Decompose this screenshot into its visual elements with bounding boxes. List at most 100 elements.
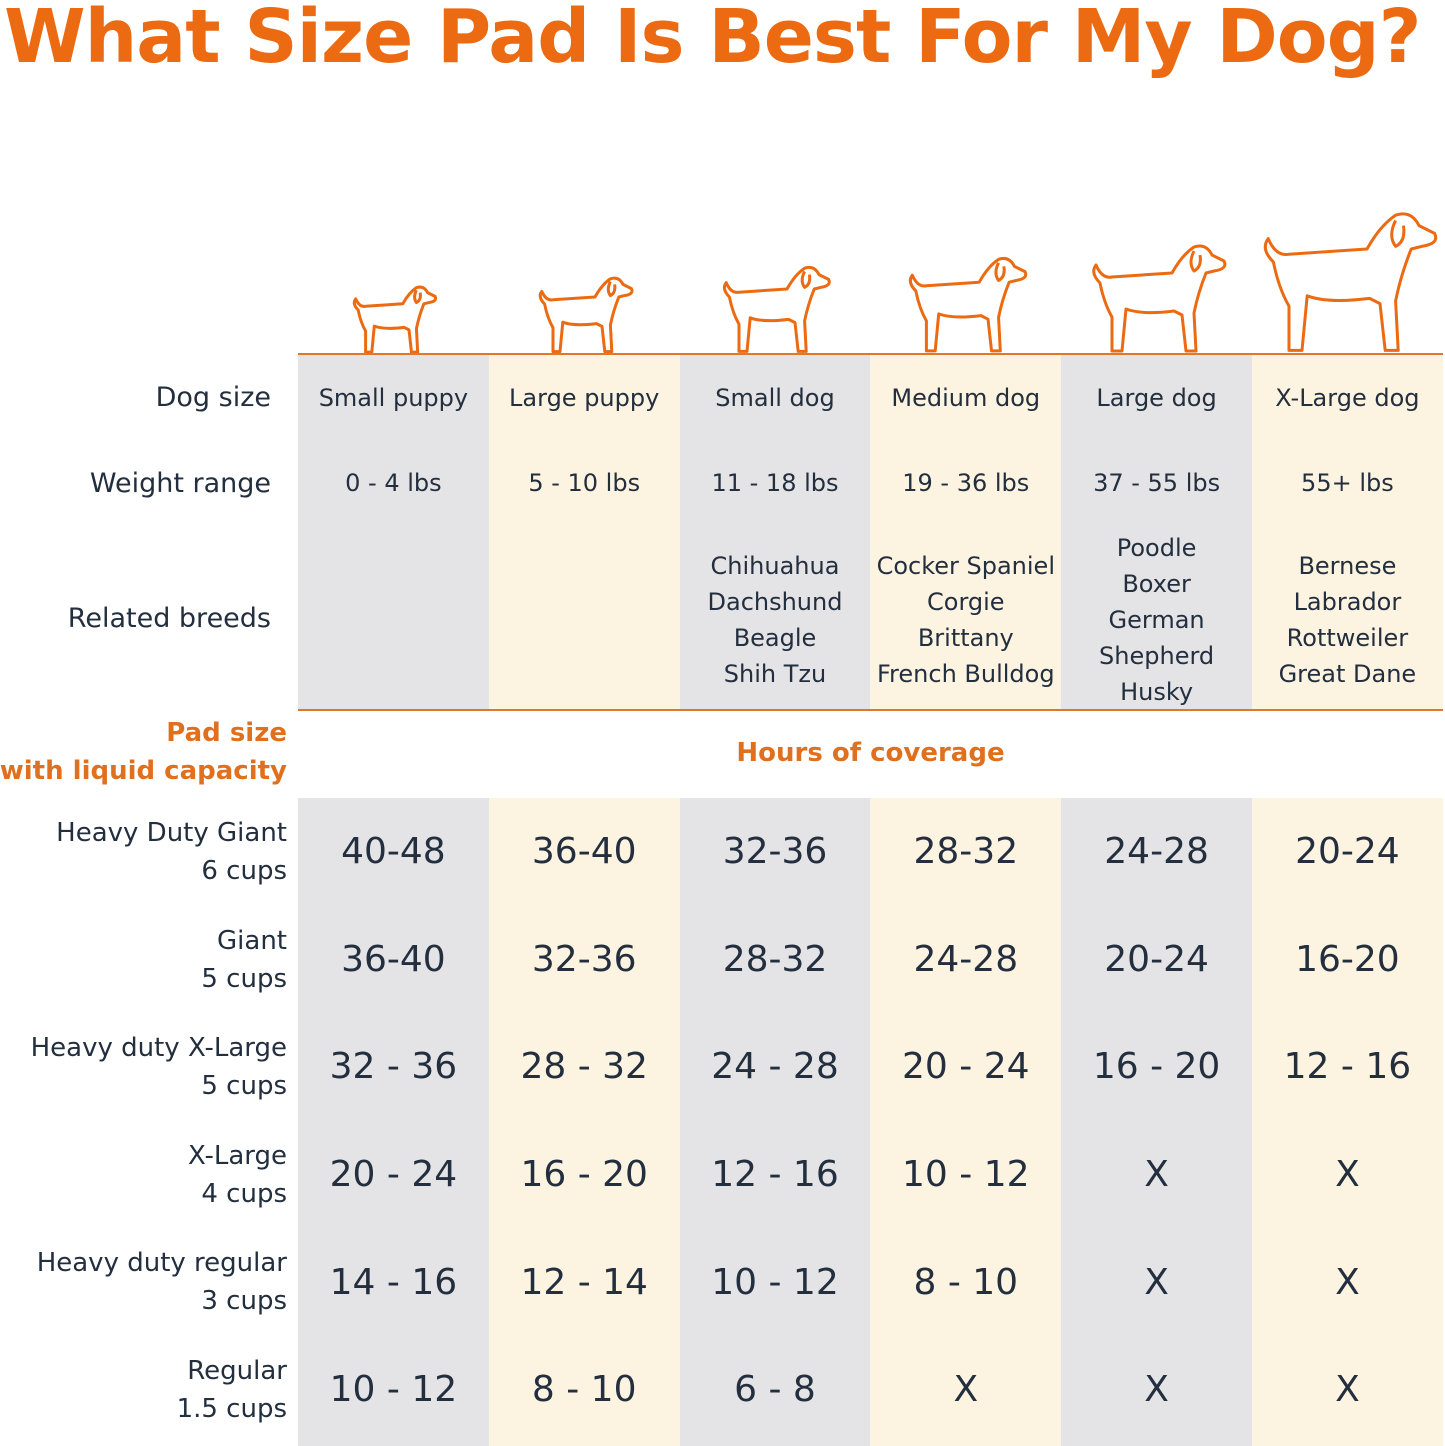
- breed-name: German: [1108, 606, 1205, 634]
- coverage-value: 20-24: [1104, 938, 1209, 980]
- divider-line: [298, 709, 1443, 711]
- column-background: [1061, 355, 1253, 710]
- medium-dog-icon: [908, 257, 1028, 353]
- pad-capacity: 1.5 cups: [176, 1394, 287, 1424]
- breed-name: Dachshund: [707, 588, 843, 616]
- coverage-value: 10 - 12: [902, 1154, 1030, 1196]
- weight-range-cell: 19 - 36 lbs: [902, 469, 1030, 497]
- breed-name: Shepherd: [1099, 642, 1215, 670]
- column-background: [298, 355, 490, 710]
- coverage-value: 12 - 16: [1283, 1046, 1412, 1088]
- divider-line: [298, 353, 1443, 355]
- coverage-value: 10 - 12: [329, 1369, 458, 1411]
- column-background: [1252, 798, 1444, 1446]
- related-breeds-cell: Chihuahua Dachshund Beagle Shih Tzu: [680, 530, 871, 710]
- breed-name: Shih Tzu: [723, 660, 827, 688]
- dog-size-cell: X-Large dog: [1275, 384, 1420, 412]
- coverage-value: 28-32: [913, 831, 1019, 873]
- breed-name: Labrador: [1293, 588, 1402, 616]
- pad-size-header: Pad size: [166, 718, 287, 748]
- related-breeds-cell: Bernese Labrador Rottweiler Great Dane: [1252, 530, 1443, 710]
- coverage-value: 6 - 8: [734, 1369, 816, 1411]
- coverage-value: 14 - 16: [329, 1261, 458, 1303]
- large-puppy-icon: [538, 276, 634, 353]
- breed-name: Chihuahua: [710, 552, 840, 580]
- column-background: [679, 355, 871, 710]
- coverage-value: 20 - 24: [902, 1046, 1030, 1088]
- pad-size-name: X-Large: [187, 1140, 287, 1171]
- column-background: [679, 798, 871, 1446]
- pad-size-name: Giant: [217, 925, 287, 956]
- related-breeds-cell: Poodle Boxer German Shepherd Husky: [1061, 530, 1252, 710]
- breed-name: Cocker Spaniel: [876, 552, 1055, 580]
- breed-name: Rottweiler: [1286, 624, 1409, 652]
- pad-size-name: Heavy duty X-Large: [30, 1033, 287, 1064]
- breed-name: Poodle: [1116, 534, 1197, 562]
- coverage-value: 10 - 12: [711, 1261, 839, 1303]
- coverage-value: 36-40: [341, 938, 446, 980]
- coverage-value: 32-36: [531, 938, 637, 980]
- pad-capacity: 5 cups: [201, 963, 287, 994]
- breed-name: Great Dane: [1278, 660, 1417, 688]
- related-breeds-cell: Cocker Spaniel Corgie Brittany French Bulld…: [870, 530, 1061, 710]
- hours-of-coverage-header: Hours of coverage: [736, 738, 1005, 768]
- coverage-value: X: [1144, 1261, 1169, 1303]
- breed-name: Beagle: [733, 624, 817, 652]
- pad-capacity: 5 cups: [201, 1071, 287, 1102]
- column-background: [488, 798, 681, 1446]
- coverage-value: X: [953, 1369, 979, 1411]
- small-puppy-icon: [352, 285, 437, 353]
- coverage-value: 24-28: [913, 938, 1019, 980]
- dog-size-cell: Large puppy: [509, 384, 660, 412]
- coverage-value: 36-40: [531, 831, 637, 873]
- breed-name: Boxer: [1122, 570, 1191, 598]
- large-dog-icon: [1091, 244, 1226, 353]
- weight-range-cell: 5 - 10 lbs: [528, 469, 641, 497]
- coverage-value: 28-32: [722, 938, 828, 980]
- weight-range-cell: 11 - 18 lbs: [711, 469, 839, 497]
- pad-size-header-capacity: with liquid capacity: [0, 756, 287, 786]
- dog-size-cell: Small dog: [715, 384, 835, 412]
- coverage-value: 16-20: [1295, 938, 1400, 980]
- pad-size-name: Heavy Duty Giant: [56, 818, 287, 848]
- breed-name: Bernese: [1298, 552, 1397, 580]
- coverage-value: 16 - 20: [520, 1154, 648, 1196]
- column-background: [1061, 798, 1253, 1446]
- column-background: [870, 355, 1062, 710]
- coverage-value: 12 - 16: [711, 1154, 839, 1196]
- weight-range-cell: 37 - 55 lbs: [1093, 469, 1221, 497]
- pad-capacity: 3 cups: [201, 1286, 287, 1317]
- pad-size-name: Regular: [187, 1356, 287, 1386]
- dog-size-cell: Small puppy: [318, 384, 469, 412]
- small-dog-icon: [722, 265, 831, 353]
- column-background: [870, 798, 1062, 1446]
- row-label-weight-range: Weight range: [89, 468, 271, 499]
- coverage-value: X: [1335, 1261, 1360, 1303]
- pad-size-name: Heavy duty regular: [36, 1248, 287, 1279]
- coverage-value: X: [1144, 1154, 1169, 1196]
- coverage-value: 8 - 10: [531, 1369, 637, 1411]
- coverage-value: 12 - 14: [520, 1261, 648, 1303]
- column-background: [298, 798, 490, 1446]
- coverage-value: 28 - 32: [520, 1046, 648, 1088]
- x-large-dog-icon: [1263, 212, 1438, 352]
- coverage-value: 40-48: [341, 831, 446, 873]
- breed-name: Husky: [1120, 678, 1194, 706]
- row-label-dog-size: Dog size: [155, 382, 271, 413]
- coverage-value: X: [1335, 1369, 1360, 1411]
- coverage-value: 24-28: [1104, 831, 1209, 873]
- coverage-value: 24 - 28: [711, 1046, 839, 1088]
- coverage-value: 32-36: [722, 831, 828, 873]
- pad-capacity: 4 cups: [201, 1178, 287, 1209]
- coverage-value: 8 - 10: [913, 1261, 1019, 1303]
- page-title: What Size Pad Is Best For My Dog?: [4, 0, 1422, 80]
- dog-size-cell: Large dog: [1096, 384, 1217, 412]
- related-breeds-cell: [489, 530, 680, 710]
- weight-range-cell: 55+ lbs: [1301, 469, 1394, 497]
- coverage-value: 20 - 24: [329, 1154, 458, 1196]
- breed-name: Corgie: [927, 588, 1005, 616]
- breed-name: Brittany: [917, 624, 1014, 652]
- coverage-value: 16 - 20: [1092, 1046, 1221, 1088]
- coverage-value: 32 - 36: [329, 1046, 458, 1088]
- weight-range-cell: 0 - 4 lbs: [345, 469, 442, 497]
